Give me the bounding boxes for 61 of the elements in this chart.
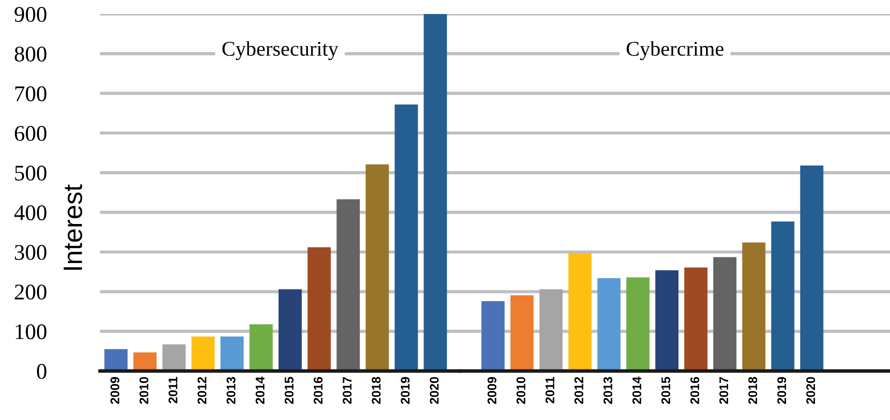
x-tick-label: 2019: [400, 377, 410, 404]
bar: [481, 301, 505, 371]
bar: [771, 221, 794, 371]
x-tick-label: 2017: [719, 377, 728, 404]
text: Cybersecurity: [222, 41, 338, 60]
bar: [424, 14, 447, 371]
bar: [191, 336, 215, 371]
y-tick-label: 500: [15, 166, 46, 181]
x-tick-label: 2020: [430, 377, 439, 404]
bar: [800, 166, 824, 371]
bar: [278, 289, 302, 371]
text: Cybercrime: [626, 41, 724, 60]
bar: [104, 349, 128, 371]
bar: [713, 257, 736, 371]
x-tick-label: 2018: [748, 376, 758, 404]
y-tick-label: 900: [14, 6, 46, 22]
bar: [308, 247, 331, 371]
bar: [597, 278, 621, 371]
x-tick-label: 2013: [226, 377, 236, 404]
x-tick-label: 2010: [516, 377, 526, 404]
y-tick-label: 100: [16, 324, 46, 340]
bar: [568, 253, 592, 371]
bar: [684, 267, 708, 371]
x-tick-label: 2011: [168, 376, 178, 404]
y-tick-label: 600: [14, 126, 46, 141]
x-tick-label: 2012: [574, 377, 584, 404]
x-tick-label: 2019: [777, 377, 786, 404]
bar: [133, 352, 157, 371]
bar: [336, 199, 360, 371]
bar: [742, 242, 766, 371]
x-tick-label: 2013: [603, 377, 612, 404]
x-tick-label: 2015: [661, 376, 670, 404]
y-tick-label: 300: [14, 244, 46, 260]
x-tick-label: 2016: [314, 377, 323, 404]
y-tick-label: 200: [14, 284, 46, 300]
x-tick-label: 2018: [372, 376, 381, 404]
x-tick-label: 2015: [284, 376, 294, 404]
y-tick-label: 400: [14, 205, 46, 220]
y-axis-title: Interest: [64, 184, 82, 270]
bar: [510, 295, 534, 371]
x-tick-label: 2009: [110, 377, 120, 404]
bar: [220, 336, 244, 371]
y-tick-label: 800: [14, 46, 46, 62]
x-tick-label: 2016: [690, 377, 700, 404]
x-tick-label: 2017: [342, 377, 352, 404]
bar: [162, 344, 186, 371]
x-tick-label: 2014: [256, 376, 264, 404]
bar: [655, 270, 678, 371]
x-tick-label: 2010: [140, 377, 148, 404]
bar: [539, 289, 563, 371]
y-tick-label: 0: [36, 364, 46, 379]
x-tick-label: 2014: [632, 376, 642, 404]
x-tick-label: 2011: [545, 376, 554, 404]
bar: [394, 104, 418, 371]
y-tick-label: 700: [15, 86, 46, 102]
bar: [250, 324, 273, 371]
x-tick-label: 2009: [488, 377, 496, 404]
x-tick-label: 2020: [806, 377, 816, 404]
bar: [366, 164, 389, 371]
bar: [626, 277, 650, 371]
x-tick-label: 2012: [198, 377, 206, 404]
